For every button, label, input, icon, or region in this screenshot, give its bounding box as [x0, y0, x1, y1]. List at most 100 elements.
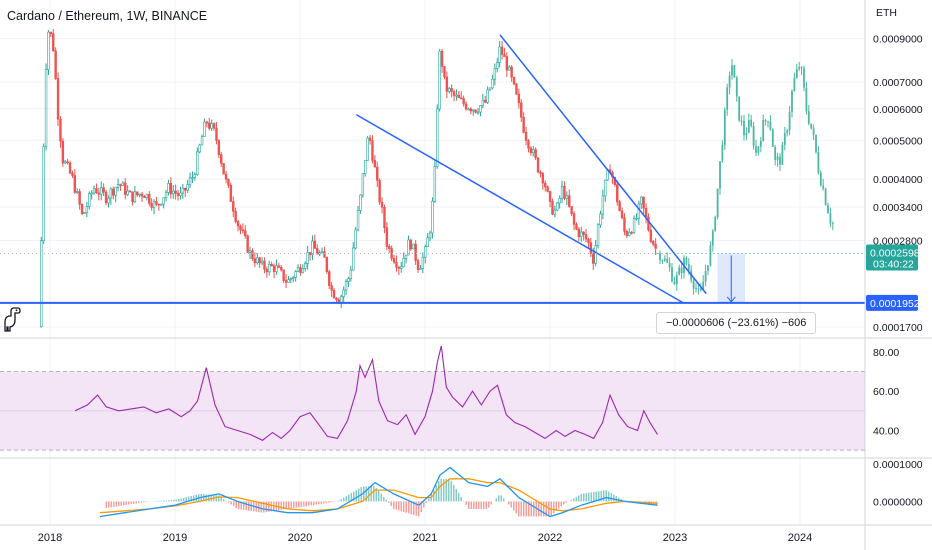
candle-body — [148, 194, 151, 204]
forecast-body — [695, 288, 697, 290]
candle-body — [563, 185, 566, 199]
candle-body — [323, 251, 326, 258]
candle-body — [150, 203, 153, 208]
forecast-body — [675, 274, 678, 285]
candle-body — [426, 237, 429, 247]
candle-body — [203, 121, 206, 137]
current-price-label: 0.0002598 — [870, 248, 920, 260]
time-tick-label: 2022 — [538, 532, 562, 544]
candle-body — [131, 191, 134, 203]
candle-body — [54, 50, 57, 79]
forecast-body — [757, 146, 760, 153]
candle-body — [385, 227, 389, 247]
rsi-line — [74, 345, 658, 441]
time-tick-label: 2019 — [163, 532, 187, 544]
candle-body — [52, 33, 55, 52]
candle-body — [44, 69, 48, 147]
candle-body — [361, 173, 365, 196]
forecast-body — [805, 87, 808, 112]
forecast-body — [771, 129, 774, 147]
candle-body — [227, 178, 230, 186]
candle-body — [438, 50, 441, 110]
candle-body — [632, 218, 636, 233]
price-tick-label: 0.0009000 — [873, 34, 923, 46]
forecast-body — [663, 258, 666, 261]
forecast-body — [779, 156, 781, 165]
candle-body — [157, 203, 161, 206]
forecast-body — [697, 288, 700, 290]
candle-body — [49, 31, 53, 34]
candle-body — [599, 213, 602, 226]
forecast-body — [783, 133, 786, 146]
candle-body — [40, 240, 43, 328]
forecast-body — [673, 281, 676, 285]
candle-body — [474, 109, 477, 113]
candle-body — [328, 271, 331, 286]
candle-body — [311, 240, 314, 256]
candle-body — [162, 197, 165, 205]
candle-body — [335, 297, 338, 300]
candle-body — [532, 149, 535, 154]
candle-body — [352, 247, 355, 271]
candle-body — [524, 132, 528, 141]
rsi-series-line — [74, 345, 658, 441]
candle-body — [97, 192, 101, 195]
forecast-body — [719, 161, 721, 189]
candle-body — [414, 243, 417, 261]
candle-body — [450, 88, 453, 92]
candle-body — [104, 191, 108, 204]
candle-body — [544, 182, 547, 188]
forecast-body — [827, 204, 829, 214]
candle-body — [618, 201, 621, 212]
forecast-body — [743, 120, 745, 136]
candle-body — [512, 76, 516, 85]
candle-body — [493, 68, 497, 80]
trendlines[interactable] — [0, 34, 865, 304]
candle-body — [644, 207, 648, 218]
candle-body — [196, 151, 199, 175]
candle-body — [68, 162, 72, 174]
candle-body — [191, 177, 194, 179]
forecast-body — [671, 267, 673, 282]
candle-body — [376, 166, 379, 181]
candle-body — [527, 140, 530, 149]
forecast-candles — [659, 58, 834, 295]
candle-body — [124, 182, 127, 195]
forecast-body — [824, 188, 827, 205]
candle-body — [498, 46, 501, 63]
candle-body — [642, 196, 645, 209]
candle-body — [236, 221, 240, 227]
candle-body — [80, 204, 84, 214]
forecast-body — [791, 91, 793, 112]
candle-body — [529, 147, 533, 154]
rsi-band — [0, 371, 865, 451]
candle-body — [119, 184, 122, 186]
candle-body — [313, 240, 317, 249]
forecast-body — [685, 257, 688, 265]
candle-body — [59, 118, 62, 142]
forecast-body — [726, 87, 729, 110]
candle-body — [234, 210, 237, 222]
candle-body — [445, 76, 449, 92]
candle-body — [287, 279, 290, 283]
forecast-body — [711, 230, 714, 246]
candle-body — [277, 265, 281, 268]
forecast-body — [810, 123, 813, 129]
candle-body — [282, 269, 285, 281]
dinosaur-icon[interactable] — [2, 306, 22, 332]
forecast-body — [764, 120, 767, 122]
candle-body — [558, 198, 561, 204]
candle-body — [284, 280, 288, 283]
candle-body — [472, 109, 475, 112]
candle-body — [102, 187, 105, 193]
forecast-body — [752, 126, 755, 146]
candle-body — [42, 146, 45, 241]
time-tick-label: 2018 — [38, 532, 62, 544]
candle-body — [239, 225, 242, 231]
candle-body — [522, 116, 525, 133]
candle-body — [654, 243, 657, 249]
candle-body — [198, 144, 201, 153]
candle-body — [83, 212, 86, 214]
candle-body — [160, 203, 163, 206]
